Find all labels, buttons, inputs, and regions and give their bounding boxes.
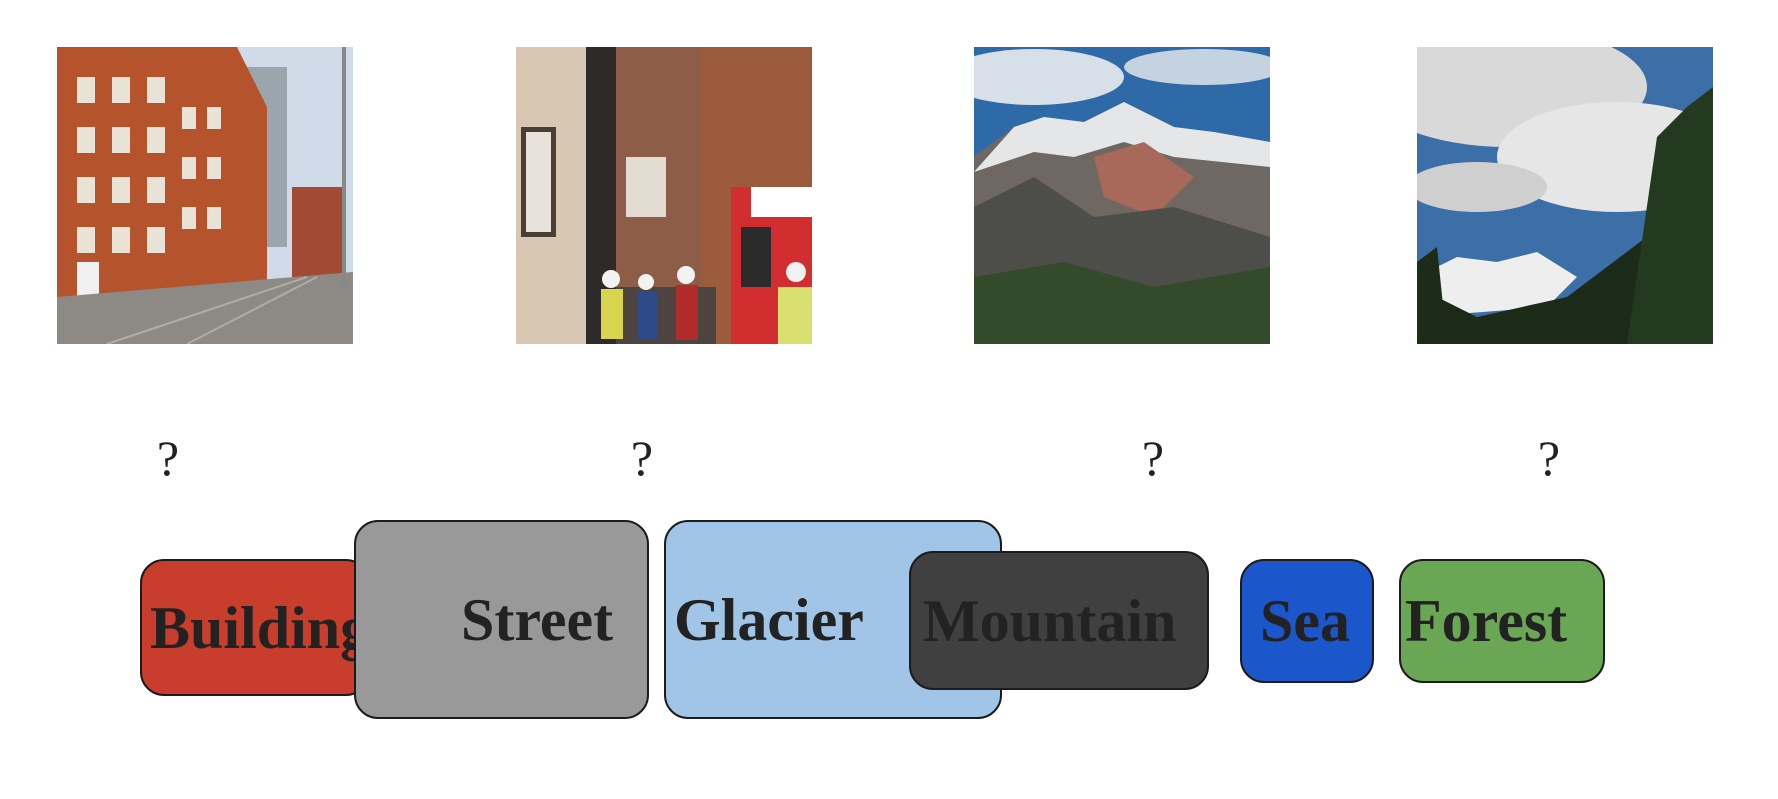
mountain-answer-slot[interactable]: ? xyxy=(1141,430,1165,486)
mountain-photo xyxy=(974,47,1270,344)
label-forest[interactable]: Forest xyxy=(1399,559,1605,683)
label-buildings-text: Buildings xyxy=(150,594,394,661)
label-forest-text: Forest xyxy=(1405,588,1568,654)
buildings-answer-slot[interactable]: ? xyxy=(156,430,180,486)
street-photo xyxy=(516,47,812,344)
label-mountain[interactable]: Mountain xyxy=(909,551,1209,690)
label-mountain-text: Mountain xyxy=(923,587,1177,654)
label-glacier-text: Glacier xyxy=(674,586,864,653)
label-sea[interactable]: Sea xyxy=(1240,559,1374,683)
label-street-text: Street xyxy=(461,586,614,653)
label-street[interactable]: Street xyxy=(354,520,649,719)
forest-photo xyxy=(1417,47,1713,344)
label-sea-text: Sea xyxy=(1260,588,1350,654)
street-answer-slot[interactable]: ? xyxy=(630,430,654,486)
buildings-photo xyxy=(57,47,353,344)
forest-answer-slot[interactable]: ? xyxy=(1537,430,1561,486)
label-buildings[interactable]: Buildings xyxy=(140,559,394,696)
